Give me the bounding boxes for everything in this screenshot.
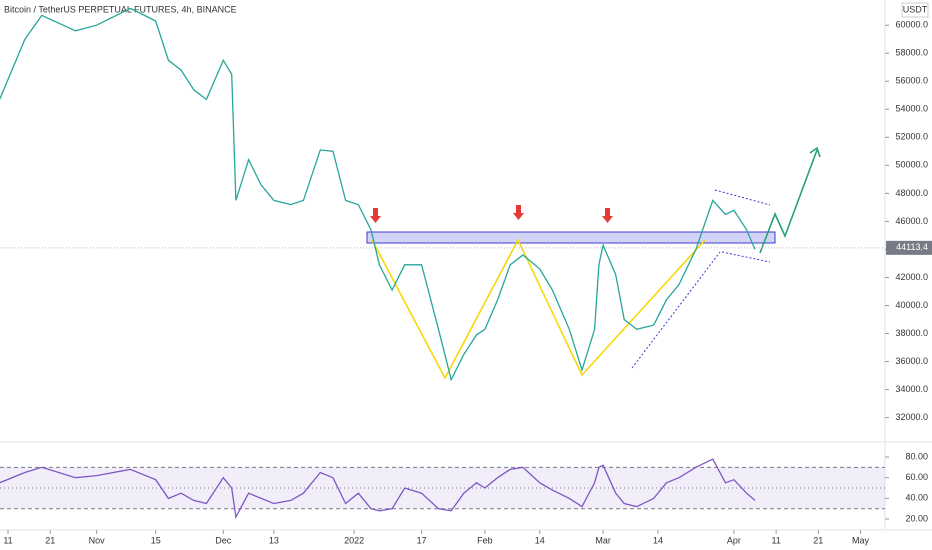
y-tick-label: 80.00 [905, 451, 928, 461]
x-tick-label: 21 [813, 535, 823, 545]
x-tick-label: 11 [771, 535, 780, 545]
x-tick-label: Dec [215, 535, 232, 545]
resistance-zone [366, 231, 776, 244]
y-tick-label: 56000.0 [895, 76, 928, 86]
y-tick-label: 48000.0 [895, 188, 928, 198]
x-tick-label: Feb [477, 535, 493, 545]
y-tick-label: 42000.0 [895, 272, 928, 282]
red-arrows [370, 205, 613, 223]
x-tick-label: Apr [727, 535, 741, 545]
pattern-lines [371, 238, 706, 380]
x-tick-label: 15 [151, 535, 161, 545]
y-tick-label: 50000.0 [895, 160, 928, 170]
series-line [0, 7, 756, 382]
last-price-box [886, 240, 932, 255]
y-tick-label: 58000.0 [895, 48, 928, 58]
unit-box [901, 2, 929, 18]
y-tick-label: 60000.0 [895, 20, 928, 30]
y-tick-label: 54000.0 [895, 104, 928, 114]
rsi-band [0, 467, 885, 509]
x-tick-label: Mar [595, 535, 611, 545]
y-tick-label: 52000.0 [895, 132, 928, 142]
x-tick-label: 14 [535, 535, 545, 545]
y-tick-label: 36000.0 [895, 356, 928, 366]
last-price-label: 44113.4 [896, 242, 928, 252]
x-tick-label: 14 [653, 535, 663, 545]
y-tick-label: 32000.0 [895, 412, 928, 422]
y-tick-label: 40.00 [905, 493, 928, 503]
y-tick-label: 40000.0 [895, 300, 928, 310]
y-tick-label: 34000.0 [895, 384, 928, 394]
x-tick-label: Nov [89, 535, 106, 545]
y-tick-label: 38000.0 [895, 328, 928, 338]
unit-label: USDT [903, 4, 928, 14]
x-tick-label: 17 [417, 535, 427, 545]
projection-arrow [759, 146, 821, 254]
y-tick-label: 46000.0 [895, 216, 928, 226]
y-tick-label: 60.00 [905, 472, 928, 482]
x-tick-label: 11 [3, 535, 12, 545]
x-tick-label: 2022 [344, 535, 364, 545]
trend-lines [631, 189, 771, 369]
series-line [0, 458, 756, 520]
x-tick-label: 13 [269, 535, 279, 545]
x-tick-label: 21 [45, 535, 55, 545]
y-tick-label: 20.00 [905, 513, 928, 523]
x-tick-label: May [852, 535, 870, 545]
chart-title: Bitcoin / TetherUS PERPETUAL FUTURES, 4h… [4, 4, 237, 14]
